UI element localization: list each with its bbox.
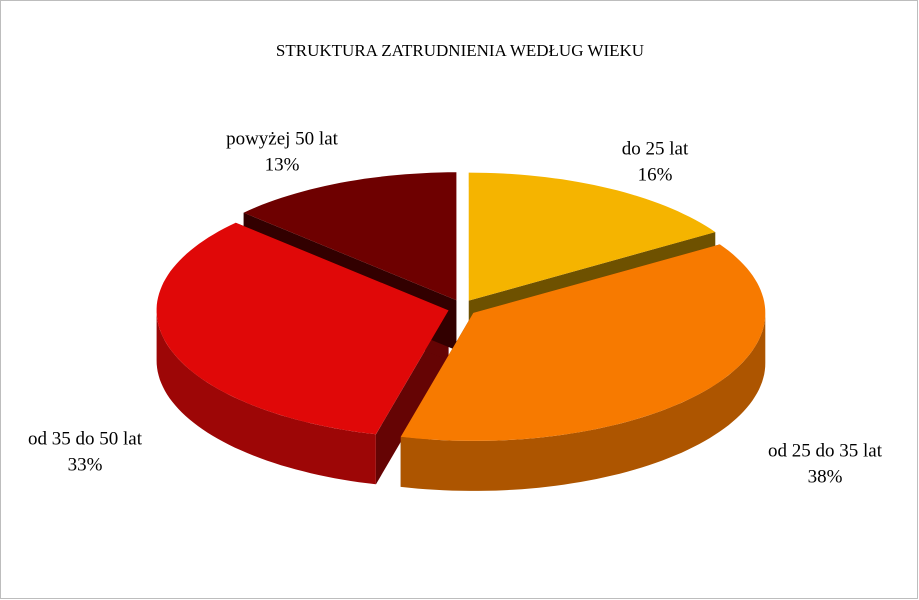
slice-wall (156, 310, 376, 485)
slice-category-label: do 25 lat (622, 138, 689, 159)
slice (156, 222, 449, 435)
slice-tops (156, 172, 766, 441)
slice-value-label: 13% (265, 154, 300, 175)
slice (468, 172, 716, 301)
slice-category-label: od 25 do 35 lat (768, 440, 883, 461)
slice-value-label: 16% (638, 164, 673, 185)
slice-value-label: 38% (808, 466, 843, 487)
chart-title: STRUKTURA ZATRUDNIENIA WEDŁUG WIEKU (276, 41, 644, 60)
slice-cut-face (375, 310, 449, 485)
slice (243, 172, 457, 301)
slice (400, 244, 766, 441)
slice-category-label: od 35 do 50 lat (28, 428, 143, 449)
slice-walls (156, 310, 766, 491)
slice-wall (400, 312, 766, 491)
slice-value-label: 33% (68, 454, 103, 475)
slice-category-label: powyżej 50 lat (226, 128, 339, 149)
